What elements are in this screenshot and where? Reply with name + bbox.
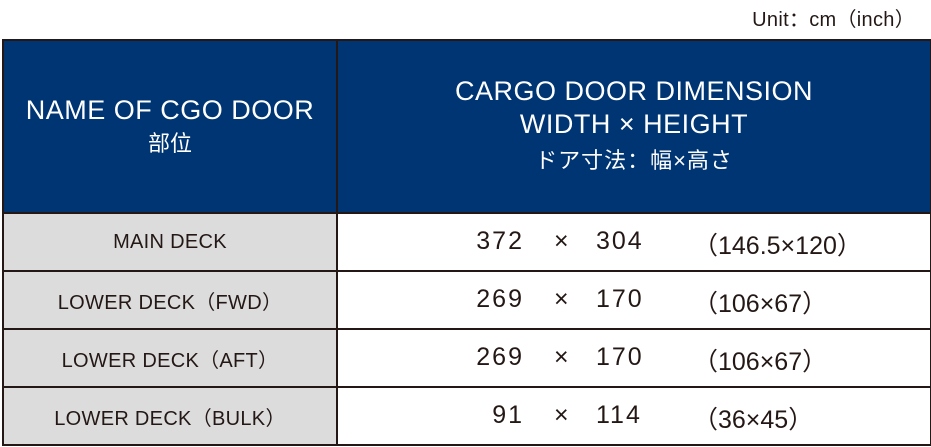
header-dimension-line2: WIDTH × HEIGHT: [519, 108, 749, 139]
row-height: 114: [596, 401, 642, 429]
row-dimension: 372 × 304 （146.5×120）: [336, 212, 931, 272]
table-row: MAIN DECK 372 × 304 （146.5×120）: [2, 212, 931, 272]
row-height: 170: [596, 343, 644, 371]
header-row: NAME OF CGO DOOR 部位 CARGO DOOR DIMENSION…: [2, 39, 931, 214]
row-inch: （106×67）: [693, 290, 828, 318]
row-name: LOWER DECK（FWD）: [2, 270, 338, 330]
row-width: 269: [476, 343, 524, 371]
row-width: 91: [492, 401, 524, 429]
row-times-sign: ×: [554, 227, 569, 255]
header-dimension-ja: ドア寸法：幅×高さ: [535, 147, 733, 173]
row-height: 304: [596, 227, 644, 255]
row-dimension: 269 × 170 （106×67）: [336, 270, 931, 330]
header-name-cell: NAME OF CGO DOOR 部位: [2, 39, 338, 214]
header-name-en: NAME OF CGO DOOR: [25, 94, 315, 125]
cargo-door-dimension-table: NAME OF CGO DOOR 部位 CARGO DOOR DIMENSION…: [2, 39, 931, 446]
row-name: MAIN DECK: [2, 212, 338, 272]
row-name: LOWER DECK（BULK）: [2, 386, 338, 446]
row-inch: （146.5×120）: [693, 232, 862, 260]
header-dimension-cell: CARGO DOOR DIMENSION WIDTH × HEIGHT ドア寸法…: [336, 39, 931, 214]
row-times-sign: ×: [554, 343, 569, 371]
row-times-sign: ×: [554, 285, 569, 313]
row-width: 269: [476, 285, 524, 313]
row-dimension: 91 × 114 （36×45）: [336, 386, 931, 446]
row-height: 170: [596, 285, 644, 313]
row-times-sign: ×: [554, 401, 569, 429]
row-inch: （106×67）: [693, 348, 828, 376]
row-width: 372: [476, 227, 524, 255]
table-row: LOWER DECK（BULK） 91 × 114 （36×45）: [2, 386, 931, 446]
row-dimension: 269 × 170 （106×67）: [336, 328, 931, 388]
unit-label: Unit：cm（inch）: [752, 9, 915, 31]
row-name: LOWER DECK（AFT）: [2, 328, 338, 388]
table-row: LOWER DECK（AFT） 269 × 170 （106×67）: [2, 328, 931, 388]
row-inch: （36×45）: [693, 406, 814, 434]
header-name-ja: 部位: [147, 130, 192, 156]
table-row: LOWER DECK（FWD） 269 × 170 （106×67）: [2, 270, 931, 330]
header-dimension-line1: CARGO DOOR DIMENSION: [454, 75, 814, 106]
